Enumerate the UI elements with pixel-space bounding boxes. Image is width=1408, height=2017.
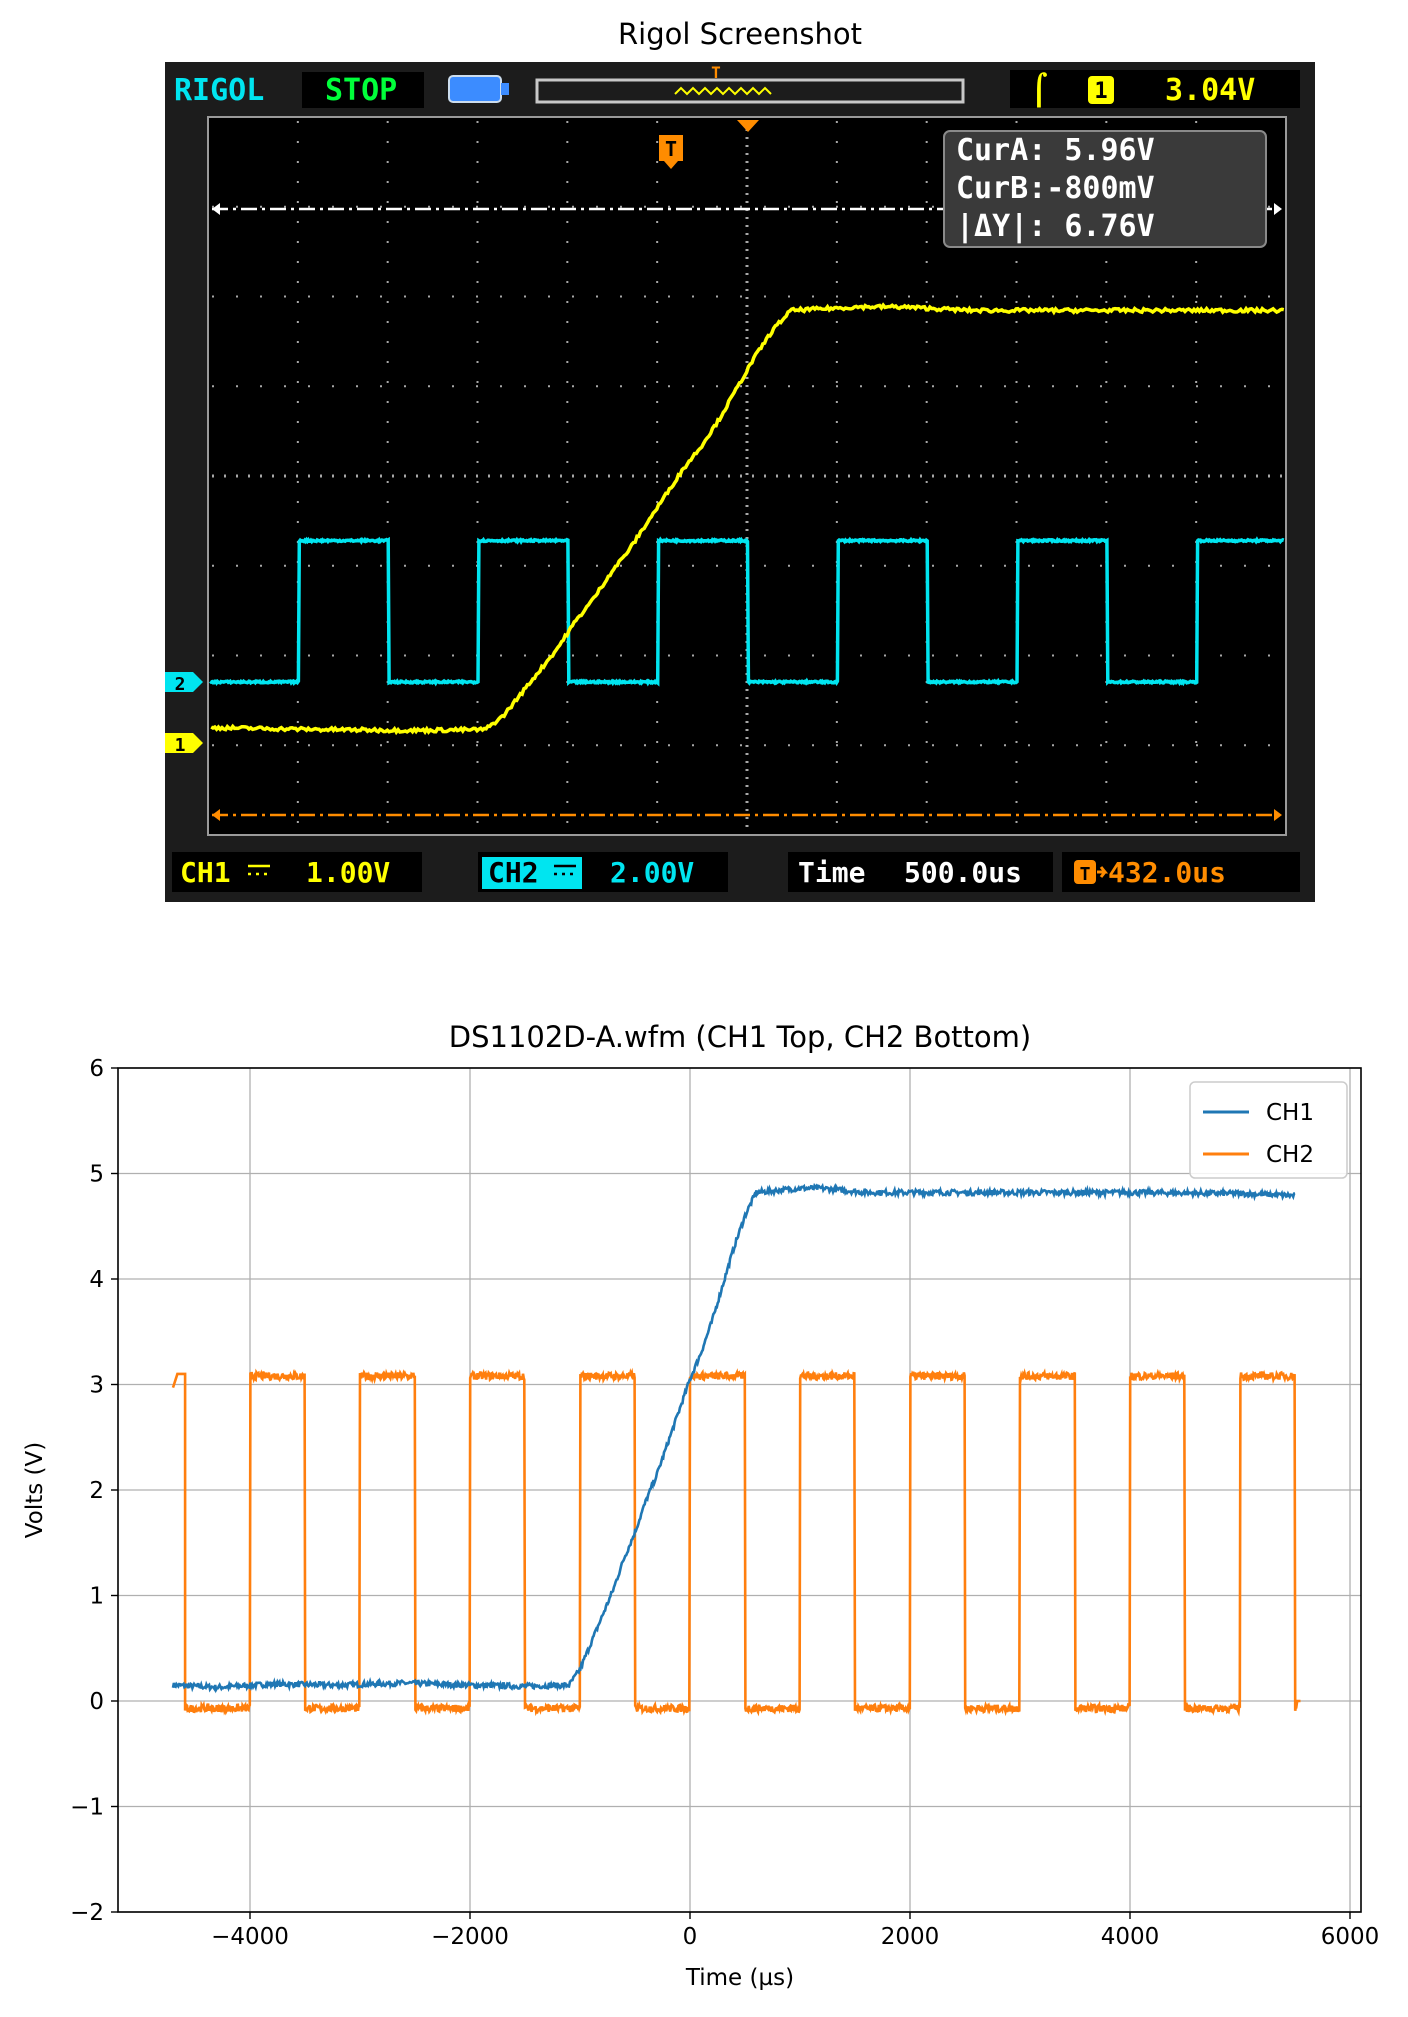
timebase-box — [788, 852, 1053, 892]
y-axis-label: Volts (V) — [22, 1442, 48, 1538]
trigger-source-badge — [1088, 76, 1114, 104]
ch2-coupling-icon — [554, 864, 576, 876]
trigger-source: 1 — [1094, 79, 1107, 104]
x-tick-label: 6000 — [1321, 1924, 1380, 1950]
y-tick-label: 0 — [89, 1689, 104, 1715]
svg-text:2: 2 — [175, 674, 186, 695]
y-tick-label: 2 — [89, 1478, 104, 1504]
svg-text:T: T — [665, 137, 677, 161]
x-tick-label: −4000 — [211, 1924, 289, 1950]
y-tick-label: −1 — [70, 1795, 104, 1821]
y-tick-label: 3 — [89, 1373, 104, 1399]
trigger-offset: 432.0us — [1108, 856, 1226, 889]
cursor-a-value: CurA: 5.96V — [956, 133, 1155, 168]
chart-series — [171, 1182, 1301, 1717]
chart-legend: CH1 CH2 — [1189, 1081, 1348, 1179]
series-line-ch1 — [171, 1182, 1296, 1694]
cursor-readout: CurA: 5.96V CurB:-800mV |ΔY|: 6.76V — [943, 130, 1267, 248]
ch2-selected-highlight — [482, 857, 582, 889]
x-tick-label: −2000 — [431, 1924, 509, 1950]
battery-icon — [448, 75, 509, 103]
chart-ticks: −4000 −2000 0 2000 4000 6000 −2 −1 0 1 2 3 4 5 6 — [70, 1056, 1379, 1950]
ch1-info-box — [172, 852, 422, 892]
time-scale: 500.0us — [904, 856, 1022, 889]
top-title: Rigol Screenshot — [618, 17, 862, 51]
scope-ch2-trace — [209, 536, 1285, 687]
trigger-level: 3.04V — [1165, 73, 1255, 108]
legend-label-ch2: CH2 — [1266, 1142, 1314, 1168]
cursor-b-value: CurB:-800mV — [956, 171, 1155, 206]
memory-bar: T — [535, 63, 965, 104]
run-state-box — [302, 72, 424, 108]
ch1-scale: 1.00V — [306, 856, 390, 889]
svg-text:T: T — [1080, 864, 1091, 885]
time-label: Time — [798, 856, 865, 889]
ch1-label: CH1 — [180, 856, 231, 889]
legend-label-ch1: CH1 — [1266, 1100, 1314, 1126]
delta-y-value: |ΔY|: 6.76V — [956, 209, 1155, 244]
rising-edge-icon: ⌠ — [1030, 72, 1048, 108]
trigger-time-marker: T — [659, 135, 683, 169]
chart-title: DS1102D-A.wfm (CH1 Top, CH2 Bottom) — [449, 1020, 1031, 1054]
y-tick-label: 1 — [89, 1584, 104, 1610]
scope-ch1-trace — [210, 302, 1285, 736]
chart: −4000 −2000 0 2000 4000 6000 −2 −1 0 1 2 3 4 5 6 Time … — [22, 1056, 1379, 1991]
trigger-position-marker — [737, 120, 759, 132]
y-tick-label: 4 — [89, 1267, 104, 1293]
memory-trigger-marker: T — [711, 63, 721, 82]
scope-brand: RIGOL — [174, 73, 264, 108]
trigger-offset-icon: T — [1074, 860, 1109, 885]
ch2-scale: 2.00V — [610, 856, 694, 889]
svg-text:1: 1 — [175, 735, 186, 756]
ch2-label: CH2 — [488, 856, 539, 889]
ch2-level-marker: 2 — [165, 672, 203, 695]
trigger-info-box — [1010, 70, 1300, 108]
y-tick-label: 6 — [89, 1056, 104, 1082]
series-line-ch2 — [171, 1367, 1301, 1717]
x-axis-label: Time (µs) — [685, 1965, 794, 1991]
y-tick-label: 5 — [89, 1162, 104, 1188]
y-tick-label: −2 — [70, 1900, 104, 1926]
x-tick-label: 2000 — [881, 1924, 940, 1950]
x-tick-label: 4000 — [1101, 1924, 1160, 1950]
run-state: STOP — [325, 73, 397, 108]
ch1-level-marker: 1 — [165, 733, 203, 756]
scope-screenshot: RIGOL STOP T ⌠ 1 3.04V T — [165, 62, 1315, 902]
dc-coupling-icon — [248, 864, 270, 876]
x-tick-label: 0 — [683, 1924, 698, 1950]
